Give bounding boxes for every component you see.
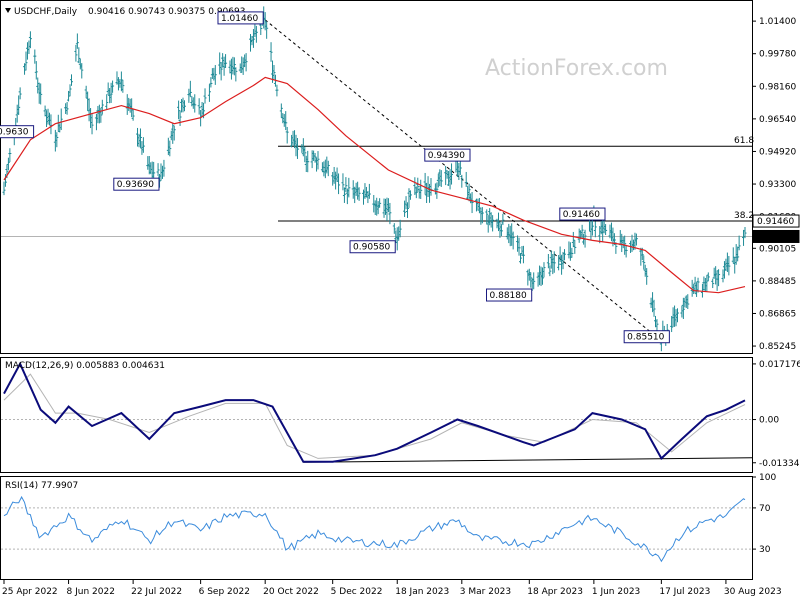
x-tick-label: 22 Jul 2022 bbox=[131, 587, 182, 597]
rsi-title: RSI(14) 77.9907 bbox=[5, 481, 78, 491]
level-label-box bbox=[0, 125, 35, 139]
ohlc-values: 0.90416 0.90743 0.90375 0.90693 bbox=[88, 7, 245, 17]
level-label-box bbox=[217, 11, 264, 25]
x-tick-label: 1 Jun 2023 bbox=[592, 587, 640, 597]
chevron-down-icon[interactable] bbox=[5, 8, 11, 13]
x-tick-label: 25 Apr 2022 bbox=[2, 587, 58, 597]
level-label: 1.01460 bbox=[221, 14, 258, 24]
price-tick-label: 0.86865 bbox=[759, 309, 796, 319]
annotation-layer: 0.9630 1.01460 0.93690 0.94390 0.90580 0.9146… bbox=[0, 11, 670, 344]
rsi-line bbox=[3, 495, 746, 563]
rsi-tick-label: 30 bbox=[759, 545, 771, 555]
macd-support-line bbox=[303, 457, 753, 463]
macd-tick-label: -0.01334 bbox=[759, 459, 800, 469]
level-label-box bbox=[113, 177, 160, 191]
level-label: 0.94390 bbox=[428, 151, 465, 161]
x-tick-label: 5 Dec 2022 bbox=[331, 587, 383, 597]
price-axis-label: 0.90693 bbox=[757, 232, 794, 242]
price-tick-label: 0.98160 bbox=[759, 82, 796, 92]
watermark: ActionForex.com bbox=[485, 56, 668, 81]
macd-title: MACD(12,26,9) 0.005883 0.004631 bbox=[5, 361, 165, 371]
price-axis-label-box bbox=[752, 229, 800, 243]
x-tick-label: 17 Jul 2023 bbox=[659, 587, 710, 597]
level-label: 0.85510 bbox=[627, 333, 664, 343]
rsi-tick-label: 100 bbox=[759, 473, 776, 483]
x-tick-label: 30 Aug 2023 bbox=[724, 587, 782, 597]
level-label-box bbox=[623, 330, 670, 344]
x-tick-label: 18 Apr 2023 bbox=[527, 587, 583, 597]
price-tick-label: 0.85245 bbox=[759, 342, 796, 352]
price-panel-frame bbox=[0, 0, 753, 354]
fib-label: 38.2 bbox=[734, 211, 754, 221]
level-label: 0.88180 bbox=[490, 291, 527, 301]
price-tick-label: 0.94920 bbox=[759, 147, 796, 157]
x-tick-label: 20 Oct 2022 bbox=[263, 587, 319, 597]
symbol-label: USDCHF,Daily bbox=[14, 7, 78, 17]
price-axis-label-box bbox=[752, 214, 800, 228]
trend-line bbox=[264, 19, 662, 342]
level-label: 0.90580 bbox=[353, 243, 390, 253]
x-tick-label: 3 Mar 2023 bbox=[460, 587, 511, 597]
price-tick-label: 0.96540 bbox=[759, 115, 796, 125]
price-tick-label: 0.88485 bbox=[759, 277, 796, 287]
x-tick-label: 6 Sep 2022 bbox=[199, 587, 250, 597]
macd-signal-line bbox=[3, 373, 746, 459]
macd-line bbox=[3, 361, 746, 463]
price-tick-label: 1.01400 bbox=[759, 17, 796, 27]
level-label: 0.91460 bbox=[563, 210, 600, 220]
axis-layer: 1.01400 0.99780 0.98160 0.96540 0.94920 0.933… bbox=[2, 17, 800, 597]
price-axis-label: 0.91460 bbox=[757, 217, 794, 227]
price-series-layer: 61.8 38.2 bbox=[1, 6, 754, 352]
moving-average-line bbox=[3, 76, 746, 294]
x-tick-label: 18 Jan 2023 bbox=[395, 587, 449, 597]
macd-tick-label: 0.017176 bbox=[759, 360, 800, 370]
fib-label: 61.8 bbox=[734, 136, 754, 146]
level-label-box bbox=[424, 148, 471, 162]
level-label-box bbox=[486, 288, 533, 302]
level-label-box bbox=[559, 207, 606, 221]
macd-panel-frame bbox=[0, 357, 753, 473]
price-tick-label: 0.90105 bbox=[759, 244, 796, 254]
level-label-box bbox=[349, 240, 396, 254]
price-tick-label: 0.99780 bbox=[759, 50, 796, 60]
level-label: 0.9630 bbox=[0, 128, 29, 138]
price-tick-label: 0.93300 bbox=[759, 180, 796, 190]
x-tick-label: 8 Jun 2022 bbox=[67, 587, 115, 597]
level-label: 0.93690 bbox=[117, 180, 154, 190]
rsi-panel-frame bbox=[0, 476, 753, 580]
rsi-tick-label: 70 bbox=[759, 504, 771, 514]
macd-tick-label: 0.00 bbox=[759, 416, 779, 426]
rsi-series-layer bbox=[1, 495, 752, 563]
macd-series-layer bbox=[1, 361, 753, 463]
